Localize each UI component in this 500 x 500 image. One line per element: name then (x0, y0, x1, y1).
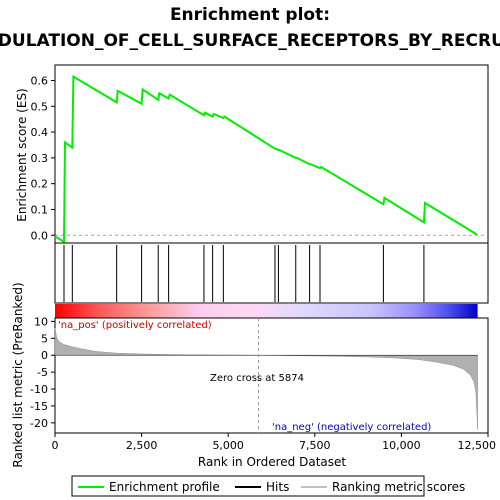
metric-y-tick-label: 10 (34, 315, 48, 328)
enrichment-profile-line (54, 74, 478, 244)
neg-label: 'na_neg' (negatively correlated) (272, 422, 431, 433)
x-tick-label: 5,000 (212, 439, 244, 452)
hits-panel-frame (54, 242, 489, 304)
metric-y-tick-label: 5 (41, 332, 48, 345)
es-y-tick-label: 0.1 (31, 203, 49, 216)
legend-metric-label: Ranking metric scores (332, 480, 465, 494)
chart-title: Enrichment plot: (170, 5, 330, 25)
chart-title-line2: REACTOME_NEF_MEDIATES_DOWN_MODULATION_OF… (0, 31, 500, 51)
x-tick-label: 12,500 (458, 439, 497, 452)
es-y-tick-label: 0.6 (31, 74, 49, 87)
metric-y-axis-label: Ranked list metric (PreRanked) (11, 282, 25, 467)
pos-label: 'na_pos' (positively correlated) (58, 320, 212, 331)
ranked-color-bar (55, 304, 478, 318)
x-tick-label: 10,000 (382, 439, 421, 452)
metric-y-tick-label: -15 (30, 400, 48, 413)
metric-y-tick-label: 0 (41, 349, 48, 362)
metric-y-tick-label: -10 (30, 383, 48, 396)
es-y-axis-label: Enrichment score (ES) (15, 88, 29, 221)
zero-cross-label: Zero cross at 5874 (210, 373, 304, 384)
x-tick-label: 0 (52, 439, 59, 452)
es-y-tick-label: 0.4 (31, 126, 49, 139)
metric-panel-frame (54, 317, 489, 434)
es-y-tick-label: 0.0 (31, 229, 49, 242)
es-y-tick-label: 0.3 (31, 152, 49, 165)
legend-enrichment-label: Enrichment profile (109, 480, 220, 494)
ranking-metric-area (54, 328, 478, 430)
metric-y-tick-label: -5 (37, 366, 48, 379)
x-axis-label: Rank in Ordered Dataset (198, 455, 346, 469)
metric-y-tick-label: -20 (30, 417, 48, 430)
x-tick-label: 7,500 (299, 439, 331, 452)
x-tick-label: 2,500 (126, 439, 158, 452)
es-y-tick-label: 0.2 (31, 178, 49, 191)
es-y-tick-label: 0.5 (31, 100, 49, 113)
legend-hits-label: Hits (266, 480, 289, 494)
